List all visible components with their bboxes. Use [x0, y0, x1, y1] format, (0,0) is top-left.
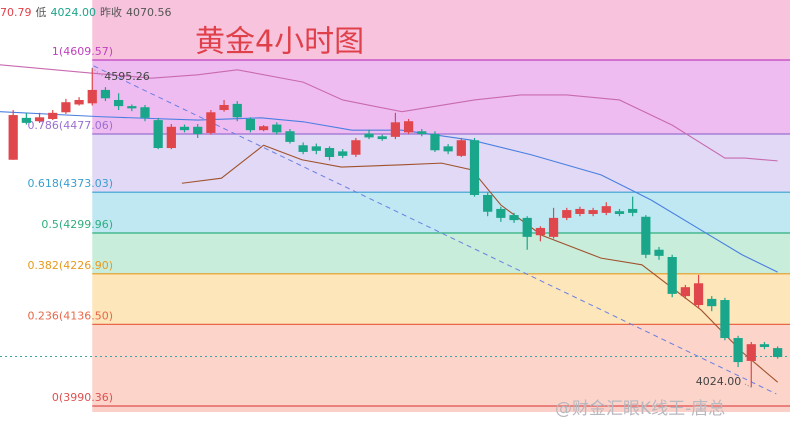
candle-body — [588, 210, 598, 214]
candle-body — [153, 120, 163, 149]
candle-body — [166, 126, 176, 149]
candle-body — [298, 145, 308, 152]
candle-body — [720, 300, 730, 339]
candle-body — [377, 136, 387, 140]
candle-body — [364, 133, 374, 138]
candle-body — [390, 122, 401, 137]
fib-label: 0.382(4226.90) — [27, 259, 113, 272]
candle-body — [338, 151, 348, 156]
header-text: 昨收 — [100, 5, 122, 19]
candle-body — [509, 215, 519, 221]
candle-body — [548, 217, 559, 237]
fib-zone — [92, 192, 790, 233]
candle-body — [562, 210, 572, 218]
candle-body — [258, 126, 269, 131]
fib-label: 0.786(4477.06) — [27, 119, 113, 132]
candle-body — [74, 99, 84, 105]
candle-body — [430, 134, 440, 151]
fib-label: 0.618(4373.03) — [27, 177, 113, 190]
fib-label: 0(3990.36) — [52, 391, 113, 404]
candle-body — [417, 131, 427, 135]
candle-body — [759, 344, 770, 347]
candle-body — [680, 287, 690, 297]
fib-label: 0.236(4136.50) — [27, 309, 113, 322]
fib-label: 0.5(4299.96) — [41, 218, 113, 231]
header-text: 70.79 — [0, 6, 32, 19]
candle-body — [601, 206, 611, 213]
fib-zone — [92, 59, 790, 135]
candle-body — [773, 348, 783, 358]
candle-body — [707, 298, 717, 307]
candle-body — [114, 99, 124, 107]
candle-body — [311, 146, 321, 151]
fib-zone — [92, 324, 790, 407]
header-text: 低 — [36, 6, 47, 19]
chart-title: 黄金4小时图 — [195, 25, 364, 60]
candle-body — [87, 89, 97, 104]
candle-body — [469, 140, 480, 195]
candle-body — [575, 208, 585, 214]
candle-body — [127, 106, 137, 109]
candle-body — [746, 344, 756, 361]
candle-body — [219, 105, 229, 111]
annotation-leader — [91, 67, 103, 77]
candle-body — [693, 283, 704, 306]
candle-body — [496, 208, 506, 218]
candle-body — [535, 227, 546, 236]
candle-body — [667, 257, 677, 294]
annotation: 4024.00 — [696, 375, 742, 388]
candle-body — [641, 216, 651, 255]
indicator-line — [0, 64, 778, 162]
candle-body — [351, 140, 361, 155]
fib-zone — [92, 232, 790, 274]
candle-body — [285, 131, 295, 142]
watermark: @财金汇眼K线王-唐总 — [555, 398, 725, 419]
candle-body — [21, 117, 31, 123]
candle-body — [193, 126, 203, 135]
candle-body — [324, 148, 335, 157]
candle-body — [48, 112, 58, 119]
candle-body — [456, 140, 466, 156]
fib-zone — [92, 0, 790, 60]
fib-zone — [92, 273, 790, 325]
candle-body — [443, 146, 453, 152]
header-text: 4024.00 — [51, 6, 97, 19]
candle-body — [61, 102, 71, 113]
candle-body — [403, 121, 414, 133]
candle-body — [733, 338, 743, 363]
candle-body — [522, 217, 532, 237]
candle-body — [628, 208, 638, 213]
candle-body — [34, 117, 45, 122]
candle-body — [483, 194, 493, 212]
candle-body — [272, 124, 282, 133]
annotation: 4595.26 — [104, 70, 150, 83]
candle-body — [245, 118, 256, 131]
candle-body — [140, 107, 150, 118]
candle-body — [232, 103, 242, 118]
candle-body — [614, 211, 625, 214]
candle-body — [179, 126, 190, 131]
header-text: 4070.56 — [126, 6, 172, 19]
fib-label: 1(4609.57) — [52, 45, 113, 58]
candle-body — [206, 112, 216, 133]
fib-zone — [92, 406, 790, 412]
candle-body — [100, 89, 111, 99]
candle-body — [8, 115, 18, 160]
candle-body — [654, 249, 664, 256]
